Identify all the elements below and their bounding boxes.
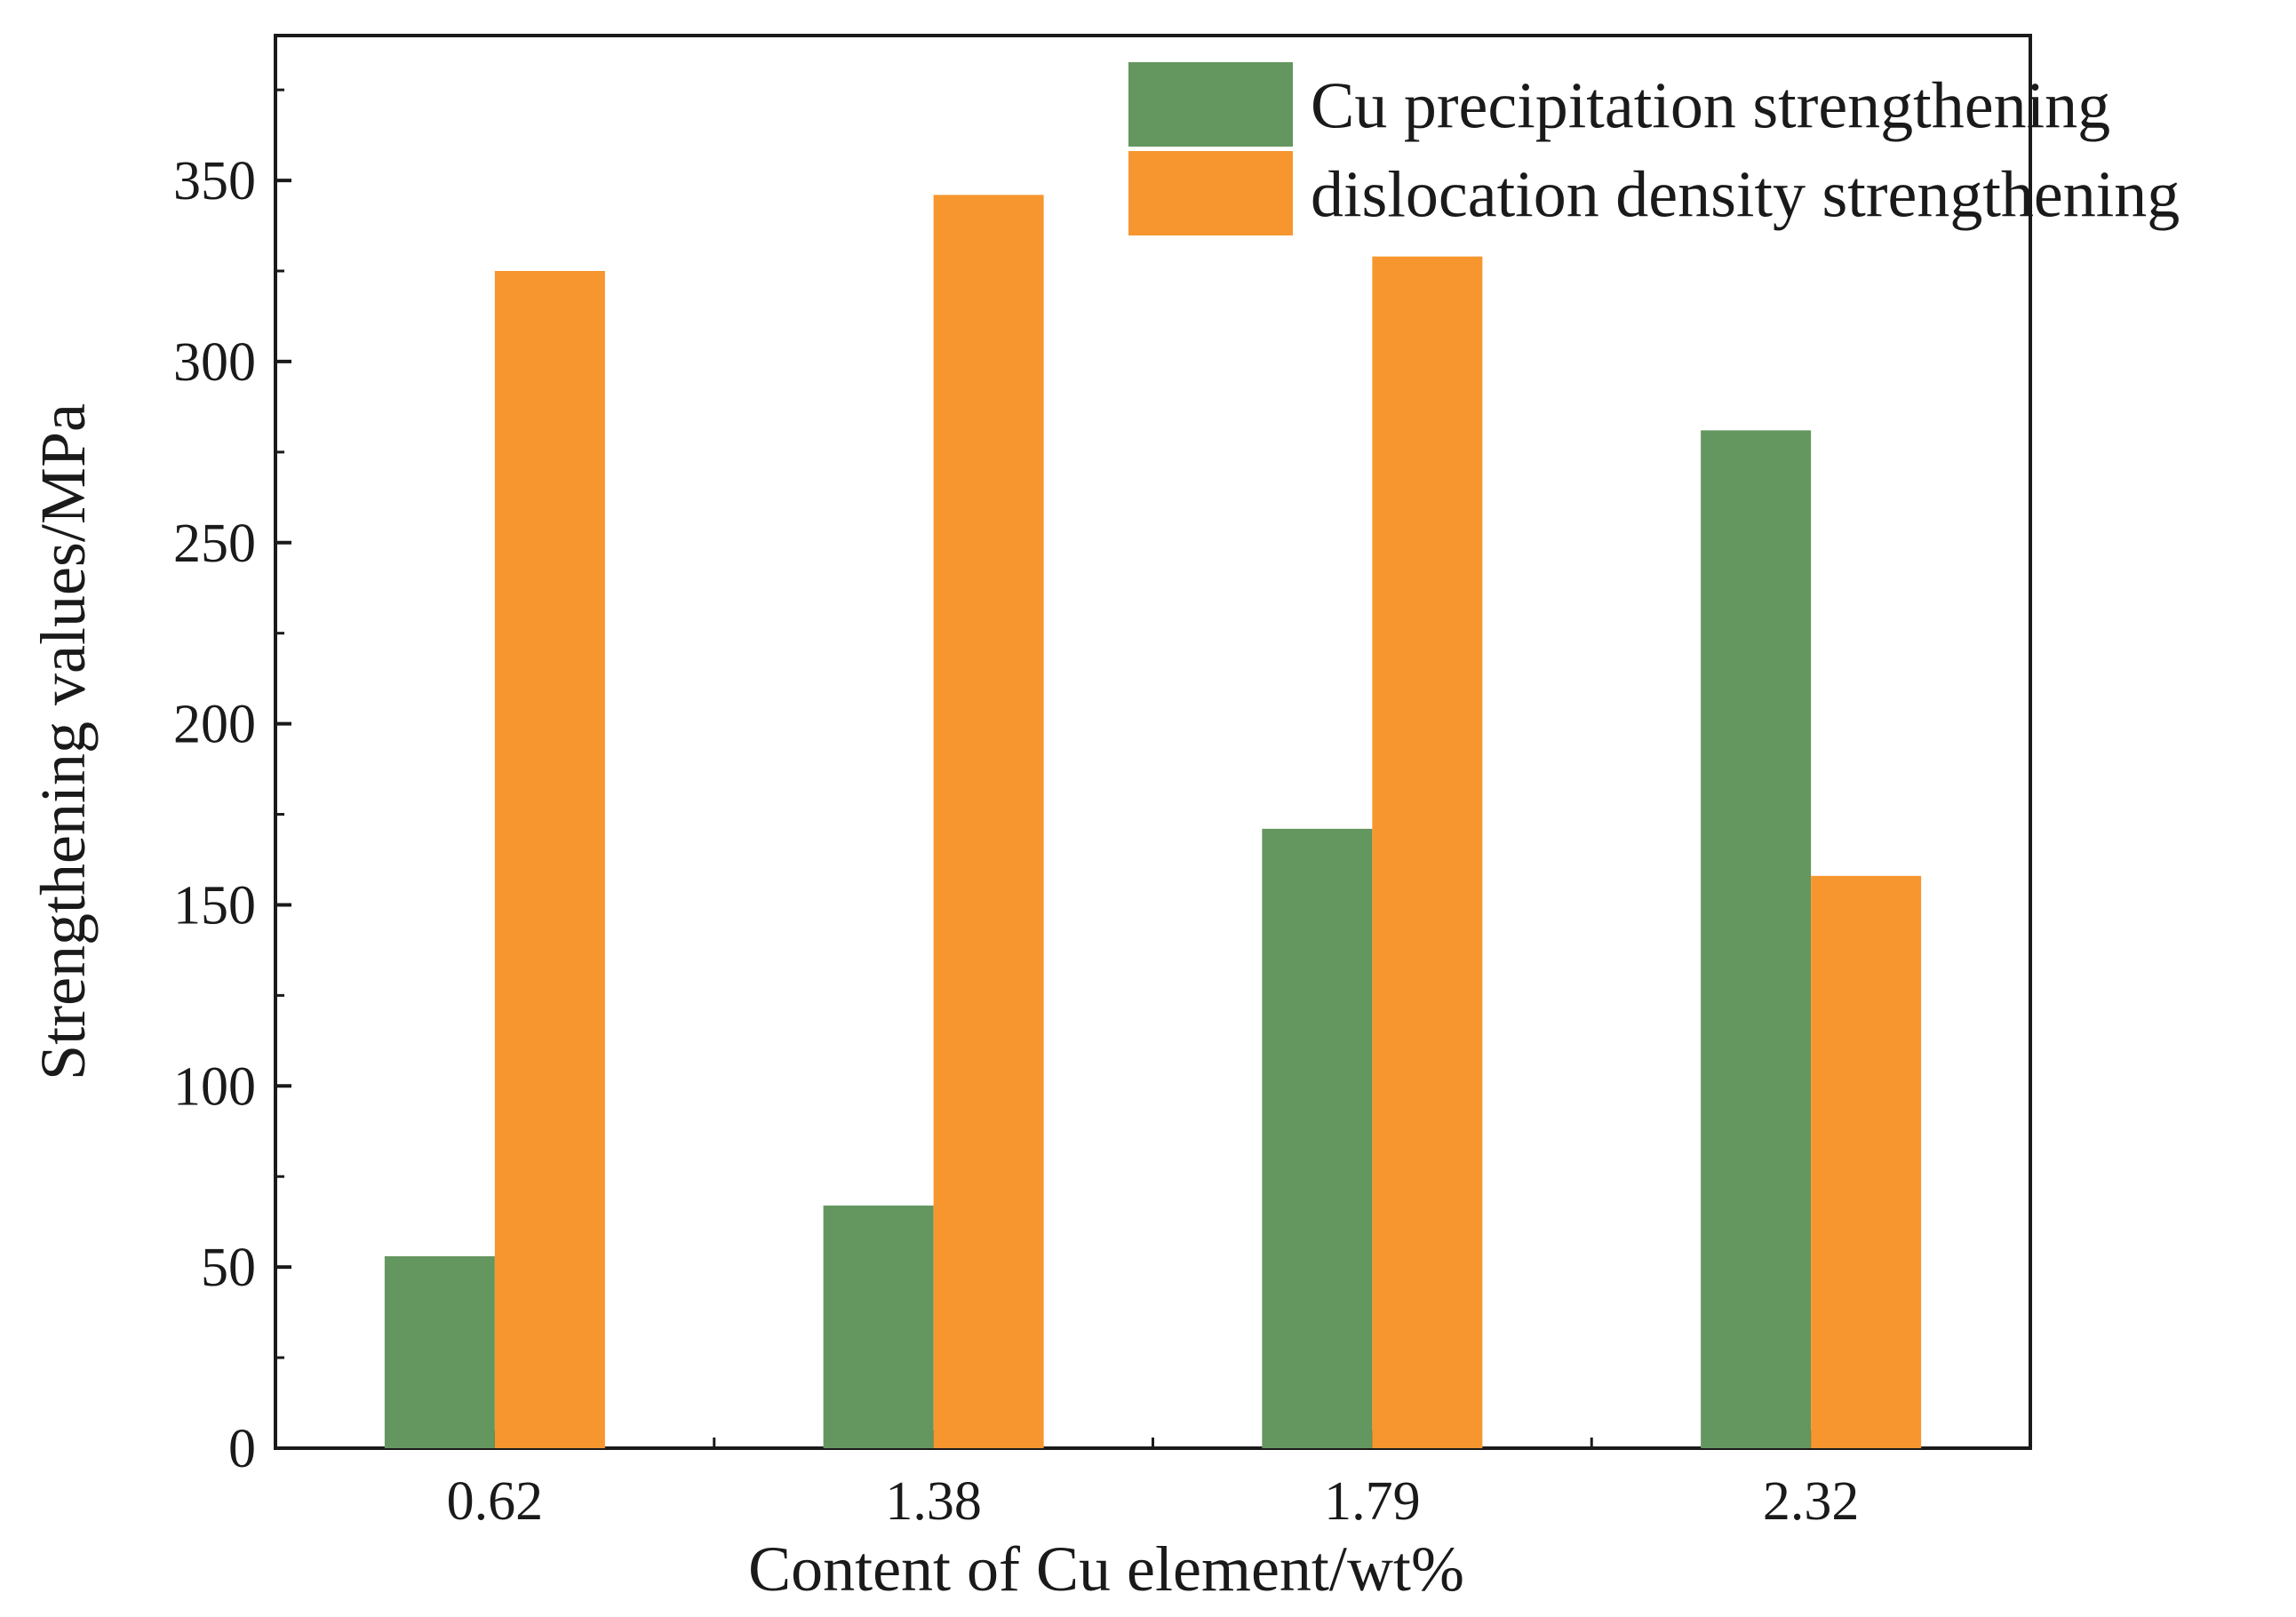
x-tick-label: 2.32	[1763, 1471, 1860, 1532]
y-tick-label: 350	[173, 151, 256, 211]
bar-series-1	[823, 1205, 934, 1448]
y-axis: 0 50 100 150 200 250 300 350	[173, 88, 291, 1479]
y-tick-label: 250	[173, 514, 256, 574]
legend-label-1: Cu precipitation strengthening	[1311, 70, 2110, 143]
y-tick-label: 100	[173, 1056, 256, 1117]
y-tick-label: 0	[228, 1419, 256, 1479]
legend-label-2: dislocation density strengthening	[1311, 159, 2180, 232]
y-axis-title: Strengthening values/MPa	[28, 403, 99, 1080]
bar-series-2	[933, 195, 1044, 1448]
x-tick-label: 0.62	[447, 1471, 544, 1532]
x-axis: 0.62 1.38 1.79 2.32	[274, 1430, 2032, 1532]
y-tick-label: 50	[201, 1238, 256, 1298]
y-tick-label: 200	[173, 695, 256, 755]
bar-series-2	[494, 271, 605, 1448]
x-tick-label: 1.79	[1324, 1471, 1421, 1532]
bar-series-1	[384, 1255, 495, 1448]
bar-series-1	[1701, 430, 1812, 1448]
legend-swatch-2	[1128, 151, 1293, 235]
bars	[384, 195, 1922, 1448]
y-tick-label: 300	[173, 332, 256, 393]
x-tick-label: 1.38	[885, 1471, 982, 1532]
legend-swatch-1	[1128, 62, 1293, 147]
y-tick-label: 150	[173, 875, 256, 936]
legend: Cu precipitation strengthening dislocatio…	[1128, 62, 2180, 235]
bar-series-2	[1811, 875, 1922, 1448]
bar-series-1	[1262, 828, 1373, 1448]
x-axis-title: Content of Cu element/wt%	[748, 1533, 1464, 1605]
bar-series-2	[1372, 256, 1483, 1448]
